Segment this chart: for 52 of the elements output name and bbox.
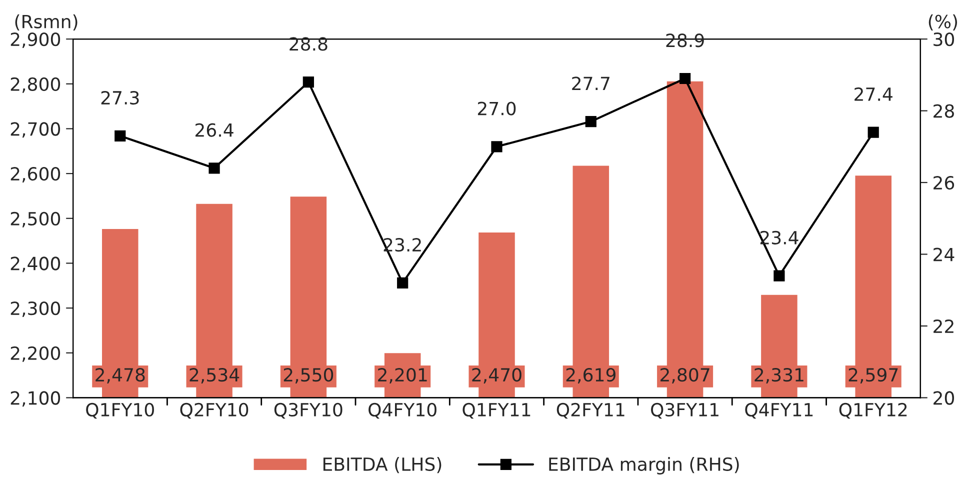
data-label: 2,807 [660,368,710,384]
point [397,277,408,288]
x-tick-label: Q2FY11 [556,402,624,419]
x-tick-label: Q1FY11 [462,402,530,419]
y-tick-label: 2,700 [10,122,60,138]
data-label: 27.7 [572,76,610,90]
data-label: 2,534 [190,368,240,384]
y-tick-label: 2,600 [10,167,60,183]
y-tick-label: 2,900 [10,32,60,48]
data-label: 2,550 [284,368,334,384]
y-tick-label: 2,400 [10,256,60,272]
x-tick-label: Q4FY10 [368,402,436,419]
point [585,116,596,128]
x-tick-label: Q3FY11 [651,402,718,419]
data-label: 2,478 [96,368,145,384]
point [679,72,691,84]
data-label: 2,619 [566,368,616,384]
point [868,126,879,138]
data-label: 2,331 [754,368,804,384]
y2-axis-title: (%) [928,14,958,30]
point [302,76,314,88]
data-label: 27.0 [478,102,516,116]
y2-tick-label: 24 [934,248,954,262]
x-tick-label: Q4FY11 [745,402,813,419]
x-tick-label: Q1FY12 [839,402,907,419]
y-tick-label: 2,100 [10,391,60,407]
x-tick-label: Q3FY10 [274,402,342,419]
y-tick-label: 2,800 [10,77,60,93]
data-label: 2,201 [378,368,427,384]
y-tick-label: 2,200 [10,346,60,362]
y-axis-title: (Rsmn) [15,14,78,30]
x-tick-label: Q2FY10 [180,402,248,419]
y-tick-label: 2,300 [10,302,60,318]
point [114,130,126,142]
point [491,141,502,152]
y2-tick-label: 28 [934,104,954,118]
y2-tick-label: 20 [934,391,954,405]
data-label: 27.3 [101,90,139,105]
y2-tick-label: 30 [934,32,954,46]
legend-label: EBITDA margin (RHS) [549,457,739,474]
data-label: 28.8 [290,37,328,51]
point [208,162,220,174]
data-label: 27.4 [854,87,892,101]
y2-tick-label: 26 [934,176,954,190]
y2-tick-label: 22 [934,319,954,333]
data-label: 2,470 [472,368,522,384]
x-tick-label: Q1FY10 [86,402,154,419]
data-label: 26.4 [196,123,234,137]
data-label: 2,597 [848,368,898,384]
y-tick-label: 2,500 [10,212,60,228]
point [774,270,785,282]
legend-label: EBITDA (LHS) [323,457,442,474]
